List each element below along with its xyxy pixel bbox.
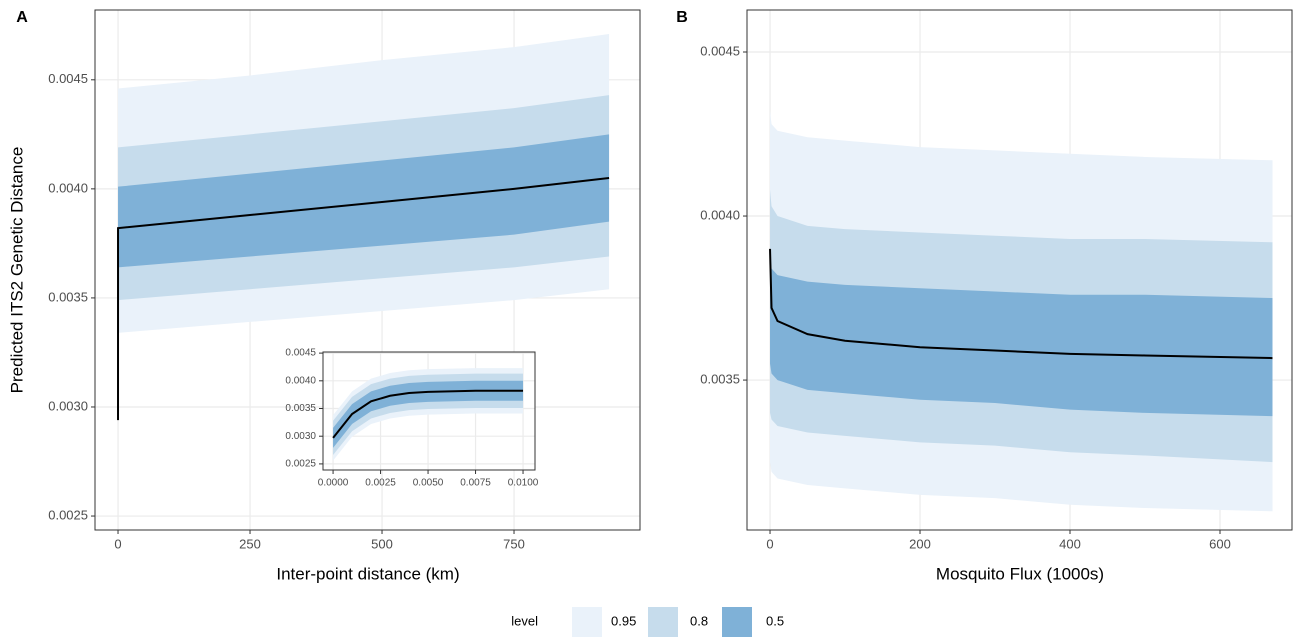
x-tick-label: 400 xyxy=(1059,537,1081,552)
legend-label: 0.95 xyxy=(611,613,636,628)
y-tick-label: 0.0045 xyxy=(48,71,88,86)
legend-title: level xyxy=(511,613,538,628)
x-tick-label: 500 xyxy=(371,537,393,552)
plot-border xyxy=(94,9,641,531)
panel-label: A xyxy=(16,9,28,26)
y-tick-label: 0.0040 xyxy=(48,180,88,195)
y-tick-label: 0.0035 xyxy=(48,289,88,304)
ribbon xyxy=(118,134,610,268)
y-tick-label: 0.0040 xyxy=(285,375,316,386)
y-tick-label: 0.0030 xyxy=(48,398,88,413)
y-tick-label: 0.0035 xyxy=(285,403,316,414)
y-tick-label: 0.0025 xyxy=(285,459,316,470)
x-tick-label: 0.0050 xyxy=(413,478,444,489)
x-axis-title: Mosquito Flux (1000s) xyxy=(936,564,1104,583)
x-tick-label: 0.0000 xyxy=(318,478,349,489)
x-axis-title: Inter-point distance (km) xyxy=(276,564,459,583)
y-tick-label: 0.0030 xyxy=(285,431,316,442)
legend-swatch xyxy=(572,607,602,637)
y-tick-label: 0.0040 xyxy=(700,207,740,222)
x-tick-label: 0 xyxy=(114,537,121,552)
fit-line xyxy=(769,248,1273,360)
ribbon xyxy=(770,252,1273,417)
x-tick-label: 250 xyxy=(239,537,261,552)
legend-swatch xyxy=(648,607,678,637)
x-tick-label: 0 xyxy=(766,537,773,552)
fit-line xyxy=(117,176,610,421)
x-tick-label: 0.0100 xyxy=(508,478,539,489)
plot-border xyxy=(322,351,536,471)
legend-label: 0.5 xyxy=(766,613,784,628)
legend-swatch xyxy=(722,607,752,637)
panel: 0.0035 0.0040 0.0045 0 200 400 600 Mosquito Flu… xyxy=(676,9,1293,583)
y-tick-label: 0.0025 xyxy=(48,507,88,522)
fit-line xyxy=(332,389,524,439)
x-tick-label: 200 xyxy=(909,537,931,552)
y-tick-label: 0.0035 xyxy=(700,372,740,387)
x-tick-label: 0.0025 xyxy=(365,478,396,489)
y-axis-title: Predicted ITS2 Genetic Distance xyxy=(7,147,26,394)
legend-label: 0.8 xyxy=(690,613,708,628)
plot-border xyxy=(746,9,1293,531)
y-tick-label: 0.0045 xyxy=(285,348,316,359)
y-tick-label: 0.0045 xyxy=(700,43,740,58)
x-tick-label: 600 xyxy=(1209,537,1231,552)
x-tick-label: 750 xyxy=(503,537,525,552)
panel-label: B xyxy=(676,9,688,26)
panel: 0.0025 0.0030 0.0035 0.0040 0.0045 0 250 500 750… xyxy=(7,9,641,583)
x-tick-label: 0.0075 xyxy=(460,478,491,489)
